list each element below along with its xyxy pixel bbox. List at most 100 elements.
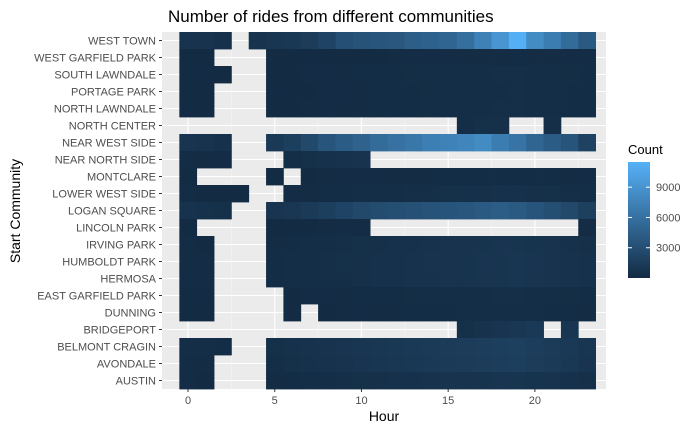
heatmap-cell (283, 66, 302, 84)
heatmap-cell (526, 49, 544, 67)
x-tick-label: 0 (185, 395, 191, 407)
heatmap-cell (404, 304, 423, 322)
heatmap-cell (370, 100, 388, 118)
heatmap-cell (543, 134, 562, 152)
heatmap-cell (543, 287, 562, 305)
heatmap-cell (578, 236, 596, 254)
heatmap-cell (439, 32, 458, 50)
heatmap-cell (179, 253, 198, 271)
heatmap-cell (266, 100, 284, 118)
heatmap-cell (404, 287, 423, 305)
heatmap-cell (456, 168, 475, 186)
heatmap-cell (491, 338, 510, 356)
heatmap-cell (214, 32, 232, 50)
heatmap-cell (560, 270, 579, 288)
heatmap-cell (387, 236, 406, 254)
heatmap-cell (474, 134, 492, 152)
heatmap-cell (491, 372, 510, 390)
heatmap-cell (474, 66, 492, 84)
heatmap-cell (526, 355, 544, 373)
heatmap-cell (439, 134, 458, 152)
heatmap-cell (318, 151, 336, 169)
heatmap-cell (422, 100, 440, 118)
heatmap-cell (474, 253, 492, 271)
heatmap-cell (404, 168, 423, 186)
heatmap-cell (370, 304, 388, 322)
heatmap-cell (352, 355, 371, 373)
y-tick-label: NEAR NORTH SIDE (55, 155, 156, 167)
heatmap-cell (196, 287, 215, 305)
heatmap-cell (491, 100, 510, 118)
heatmap-cell (196, 253, 215, 271)
heatmap-cell (543, 270, 562, 288)
heatmap-cell (318, 236, 336, 254)
y-tick-label: BRIDGEPORT (83, 325, 156, 337)
heatmap-cell (404, 185, 423, 203)
heatmap-cell (404, 270, 423, 288)
heatmap-cell (283, 151, 302, 169)
heatmap-cell (300, 32, 319, 50)
legend-tick-label: 9000 (656, 182, 680, 194)
heatmap-cell (387, 372, 406, 390)
heatmap-cell (578, 83, 596, 101)
heatmap-cell (370, 270, 388, 288)
chart-title: Number of rides from different communiti… (168, 7, 494, 26)
heatmap-cell (491, 270, 510, 288)
heatmap-cell (491, 32, 510, 50)
heatmap-cell (266, 253, 284, 271)
heatmap-cell (404, 355, 423, 373)
heatmap-cell (352, 49, 371, 67)
heatmap-cell (352, 185, 371, 203)
heatmap-cell (439, 100, 458, 118)
heatmap-cell (474, 168, 492, 186)
heatmap-cell (560, 134, 579, 152)
heatmap-cell (179, 355, 198, 373)
heatmap-cell (491, 202, 510, 220)
heatmap-cell (179, 287, 198, 305)
heatmap-cell (179, 372, 198, 390)
heatmap-cell (491, 321, 510, 339)
heatmap-cell (474, 185, 492, 203)
heatmap-cell (543, 100, 562, 118)
color-legend: Count 3000 6000 9000 (628, 142, 680, 278)
heatmap-cell (422, 270, 440, 288)
heatmap-cell (543, 202, 562, 220)
heatmap-cell (352, 83, 371, 101)
heatmap-cell (387, 134, 406, 152)
heatmap-cell (543, 32, 562, 50)
heatmap-cell (578, 134, 596, 152)
legend-colorbar (628, 162, 650, 278)
heatmap-cell (526, 338, 544, 356)
heatmap-cell (491, 168, 510, 186)
heatmap-cell (283, 253, 302, 271)
heatmap-cell (560, 321, 579, 339)
heatmap-cell (508, 321, 527, 339)
heatmap-cell (179, 338, 198, 356)
heatmap-cell (352, 151, 371, 169)
heatmap-cell (318, 168, 336, 186)
heatmap-cell (578, 355, 596, 373)
heatmap-cell (578, 253, 596, 271)
x-tick-label: 10 (355, 395, 367, 407)
heatmap-cell (335, 134, 354, 152)
heatmap-cell (266, 338, 284, 356)
heatmap-cell (456, 236, 475, 254)
y-tick-label: NORTH LAWNDALE (54, 104, 156, 116)
heatmap-cell (474, 236, 492, 254)
heatmap-cell (352, 236, 371, 254)
heatmap-cell (248, 32, 267, 50)
heatmap-cell (491, 49, 510, 67)
heatmap-cell (543, 83, 562, 101)
heatmap-cell (318, 134, 336, 152)
heatmap-cell (352, 168, 371, 186)
heatmap-cell (526, 321, 544, 339)
heatmap-cell (370, 202, 388, 220)
heatmap-cell (508, 338, 527, 356)
heatmap-cell (387, 202, 406, 220)
heatmap-cell (300, 355, 319, 373)
heatmap-cell (318, 287, 336, 305)
heatmap-cell (422, 338, 440, 356)
heatmap-cell (335, 236, 354, 254)
heatmap-cell (422, 134, 440, 152)
legend-title: Count (628, 142, 663, 157)
